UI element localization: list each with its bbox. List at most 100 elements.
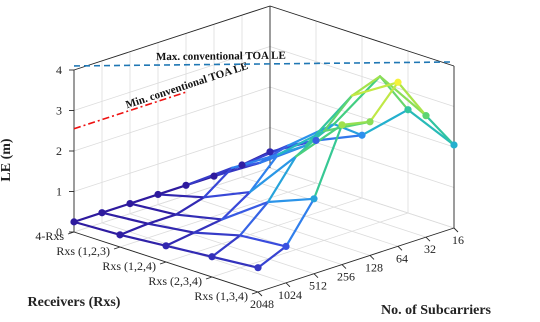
data-point	[266, 148, 274, 156]
z-axis-label: LE (m)	[0, 138, 14, 182]
mesh-edge	[128, 202, 178, 216]
mesh-edge	[284, 197, 316, 248]
mesh-edge	[100, 202, 132, 214]
z-tick-label: 4	[56, 63, 62, 77]
subcarrier-tick	[397, 245, 403, 251]
data-point	[312, 136, 320, 145]
mesh-edge	[220, 190, 252, 221]
mesh-edge	[156, 193, 206, 199]
mesh-edge	[276, 129, 326, 156]
grid-line	[73, 127, 271, 192]
receiver-tick	[67, 231, 75, 235]
mesh-edge	[368, 81, 400, 123]
mesh-edge	[118, 222, 150, 236]
data-point	[394, 78, 402, 86]
mesh-edge	[314, 134, 364, 142]
subcarrier-tick	[453, 227, 459, 233]
mesh-edge	[238, 234, 288, 248]
grid-line	[157, 204, 343, 265]
z-tick-label: 1	[56, 185, 62, 199]
mesh-edge	[266, 197, 316, 204]
reference-line	[73, 61, 455, 67]
data-point	[126, 199, 134, 208]
subcarriers-axis-label: No. of Subcarriers	[381, 303, 492, 318]
data-point	[210, 172, 218, 180]
receiver-tick	[205, 276, 213, 280]
mesh-edge	[350, 75, 382, 97]
mesh-edge	[72, 211, 104, 223]
data-point	[182, 181, 190, 189]
mesh-edge	[266, 155, 298, 204]
subcarrier-tick-label: 16	[452, 233, 464, 247]
reference-line	[73, 91, 187, 130]
mesh-edge	[156, 184, 188, 196]
mesh-edge	[406, 108, 456, 147]
subcarrier-tick-label: 64	[396, 251, 408, 265]
reference-line-label: Max. conventional TOA LE	[156, 50, 286, 63]
receiver-tick-label: Rxs (1,2,4)	[102, 259, 156, 273]
mesh-edge	[378, 75, 428, 117]
mesh-edge	[396, 81, 428, 117]
mesh-edge	[210, 234, 242, 258]
data-point	[338, 121, 346, 129]
receiver-tick-label: 4-Rxs	[35, 229, 64, 243]
grid-line	[129, 213, 315, 275]
z-tick-label: 3	[56, 104, 62, 118]
grid-line	[73, 86, 271, 152]
mesh-edge	[146, 222, 196, 234]
data-point	[238, 161, 246, 169]
mesh-edge	[378, 75, 410, 111]
mesh-edge	[312, 123, 344, 200]
mesh-edge	[202, 166, 234, 199]
subcarrier-tick-label: 128	[365, 260, 383, 274]
mesh-edge	[72, 220, 122, 236]
subcarrier-tick-label: 512	[309, 279, 327, 293]
mesh-edge	[248, 153, 280, 194]
subcarrier-tick	[341, 264, 347, 269]
mesh-edge	[322, 94, 354, 133]
receiver-tick-label: Rxs (1,2,3)	[56, 244, 110, 258]
mesh-edge	[248, 155, 298, 194]
mesh-edge	[220, 200, 270, 221]
reference-line-label: Min. conventional TOA LE	[124, 60, 249, 111]
mesh-edge	[100, 211, 150, 225]
receiver-tick-label: Rxs (2,3,4)	[148, 274, 202, 288]
mesh-edge	[118, 233, 168, 247]
mesh-edge	[192, 231, 242, 237]
subcarrier-tick	[313, 273, 319, 279]
mesh-edge	[332, 75, 382, 126]
grid-line	[241, 176, 427, 238]
receiver-tick	[159, 261, 167, 265]
z-tick-label: 0	[56, 225, 62, 239]
grid-line	[119, 182, 317, 248]
grid-line	[73, 46, 271, 111]
grid-line	[165, 197, 363, 263]
grid-line	[185, 195, 371, 256]
data-point	[422, 112, 430, 120]
mesh-edge	[360, 108, 410, 137]
mesh-surface	[70, 75, 458, 272]
data-point	[208, 253, 216, 261]
mesh-edge	[164, 231, 196, 247]
mesh-edge	[184, 166, 234, 187]
subcarrier-tick-label: 1024	[278, 288, 302, 302]
mesh-edge	[202, 190, 252, 199]
data-point	[154, 190, 162, 199]
subcarrier-tick	[369, 255, 375, 260]
mesh-edge	[340, 120, 372, 126]
receiver-tick-label: Rxs (1,3,4)	[194, 289, 248, 303]
mesh-edge	[164, 244, 214, 258]
data-point	[70, 218, 78, 226]
mesh-edge	[174, 196, 206, 216]
axis-edge	[269, 5, 455, 67]
data-point	[366, 118, 374, 126]
data-point	[310, 195, 318, 203]
axis-edge	[257, 227, 455, 293]
subcarrier-tick-label: 2048	[250, 297, 274, 311]
grid-line	[73, 167, 271, 233]
subcarrier-tick-label: 32	[424, 242, 436, 256]
data-point	[162, 242, 170, 250]
data-point	[254, 264, 262, 272]
